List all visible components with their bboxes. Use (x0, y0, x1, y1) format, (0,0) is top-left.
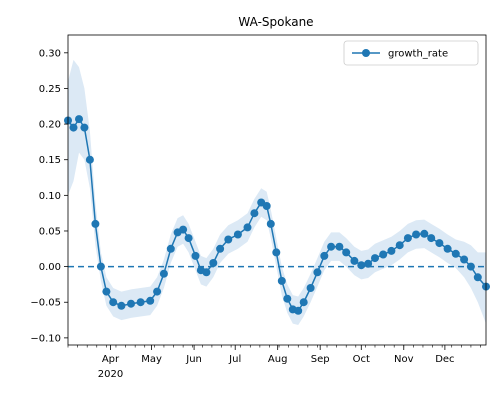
x-tick-label: Jul (228, 354, 241, 365)
data-point (460, 255, 469, 264)
data-point (403, 234, 412, 243)
data-point (335, 242, 344, 251)
data-point (85, 155, 94, 164)
data-point (427, 234, 436, 243)
data-point (243, 223, 252, 232)
confidence-band (68, 59, 486, 326)
data-point (342, 248, 351, 257)
data-point (75, 115, 83, 124)
data-point (435, 239, 444, 248)
series-line-growth-rate (67, 117, 487, 312)
y-tick-label: 0.20 (39, 120, 61, 131)
data-point (451, 249, 460, 258)
legend: growth_rate (343, 40, 479, 66)
data-point (313, 268, 322, 277)
x-tick-label: Oct (353, 354, 370, 365)
data-point (283, 294, 292, 303)
data-point (91, 219, 100, 228)
data-point (184, 234, 193, 243)
data-point (146, 296, 155, 305)
data-point (327, 242, 336, 251)
y-tick-label: −0.10 (30, 333, 61, 344)
data-point (371, 254, 379, 263)
data-point (299, 298, 308, 307)
data-point (420, 229, 429, 238)
data-point (209, 259, 218, 267)
data-point (412, 230, 421, 239)
series-line-layer (67, 117, 487, 312)
data-point (395, 241, 404, 250)
data-point (159, 269, 168, 278)
legend-marker-swatch (362, 49, 370, 57)
x-tick-label: Aug (268, 354, 288, 365)
data-point (166, 244, 175, 253)
data-point (153, 287, 162, 296)
confidence-band-layer (68, 59, 486, 326)
x-tick-label: Nov (394, 354, 414, 365)
legend-box (343, 40, 479, 66)
data-point (102, 287, 111, 296)
data-point (262, 202, 271, 210)
data-point (387, 246, 396, 255)
data-point (350, 256, 359, 265)
axes-layer: −0.10 −0.05 0.00 0.05 0.10 0.15 0.20 0.25 0.30 Ap… (30, 34, 487, 380)
data-point (80, 123, 89, 132)
data-point (473, 273, 482, 282)
y-tick-label: 0.00 (39, 262, 61, 273)
data-point (109, 298, 118, 307)
data-point (443, 244, 452, 253)
data-point (320, 251, 329, 260)
y-tick-label: 0.05 (39, 226, 61, 237)
data-point (117, 301, 126, 310)
data-point (202, 268, 211, 277)
data-point (224, 235, 233, 244)
data-point (216, 244, 225, 253)
data-point (127, 299, 135, 308)
data-point (250, 209, 259, 218)
data-point (357, 261, 366, 270)
x-tick-label: May (141, 354, 162, 365)
data-point (69, 123, 78, 132)
data-point (294, 306, 303, 315)
data-point (233, 230, 242, 239)
plot-frame (67, 34, 487, 346)
x-year-label: 2020 (98, 369, 123, 380)
series-marker-layer (64, 115, 490, 315)
data-point (136, 298, 145, 307)
data-point (191, 251, 200, 260)
data-point (179, 225, 188, 234)
data-point (379, 250, 388, 259)
y-tick-label: 0.10 (39, 191, 61, 202)
data-point (272, 248, 281, 257)
y-tick-label: 0.25 (39, 84, 61, 95)
y-tick-label: −0.05 (30, 298, 61, 309)
data-point (96, 262, 105, 271)
y-tick-label: 0.30 (39, 48, 61, 59)
data-point (277, 276, 286, 285)
data-point (364, 259, 373, 268)
x-tick-label: Dec (435, 354, 454, 365)
legend-label: growth_rate (388, 49, 448, 60)
x-tick-label: Apr (102, 354, 120, 365)
chart-title: WA-Spokane (238, 15, 313, 29)
data-point (466, 262, 475, 271)
x-tick-label: Sep (311, 354, 330, 365)
x-tick-label: Jun (185, 354, 202, 365)
y-tick-label: 0.15 (39, 155, 61, 166)
data-point (306, 284, 315, 292)
data-point (266, 219, 275, 228)
